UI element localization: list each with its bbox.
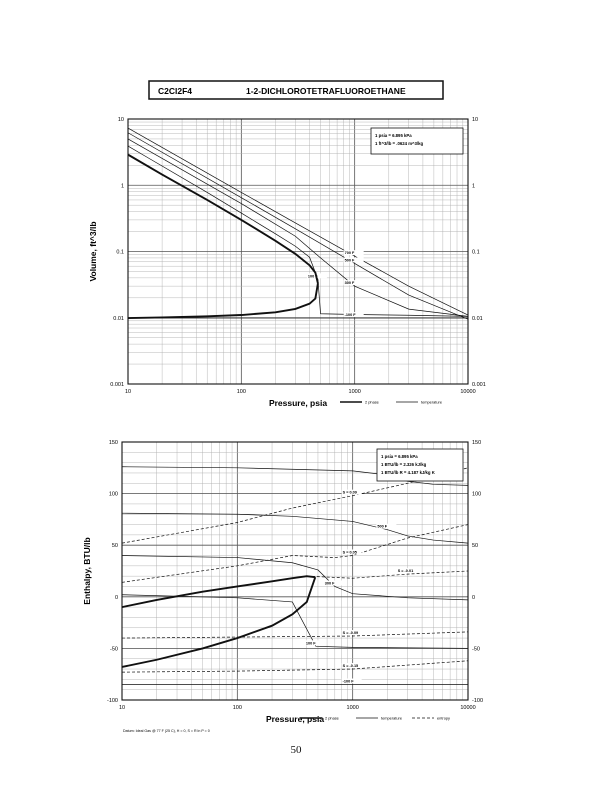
series-label: -100 F bbox=[343, 680, 355, 684]
y-tick-label-right: 0.01 bbox=[472, 316, 483, 322]
y-tick-label-left: -50 bbox=[110, 646, 118, 652]
units-note-line: 1 ft^3/lb = .0624 m^3/kg bbox=[375, 141, 424, 146]
x-axis-title: Pressure, psia bbox=[266, 714, 324, 724]
x-axis-title: Pressure, psia bbox=[269, 398, 327, 408]
series-label: 500 F bbox=[377, 525, 387, 529]
y-tick-label-right: 0.1 bbox=[472, 250, 480, 256]
y-tick-label-right: 50 bbox=[472, 543, 478, 549]
dome-vapor-line bbox=[127, 153, 319, 284]
y-tick-label-left: 1 bbox=[121, 183, 124, 189]
series-label: S = -0.09 bbox=[343, 631, 359, 635]
y-tick-label-left: 10 bbox=[118, 117, 124, 123]
x-tick-label: 10000 bbox=[460, 705, 475, 711]
entropy-line bbox=[306, 570, 469, 579]
plot-frame bbox=[127, 118, 469, 385]
units-note-line: 1 psia = 6.895 kPa bbox=[381, 454, 418, 459]
series-label: 300 F bbox=[345, 281, 355, 285]
y-tick-label-right: 10 bbox=[472, 117, 478, 123]
x-tick-label: 100 bbox=[237, 389, 246, 395]
y-tick-label-left: 0 bbox=[115, 595, 118, 601]
entropy-line bbox=[121, 524, 469, 583]
series-label: 100 F bbox=[306, 641, 316, 645]
series-label: S = -0.15 bbox=[343, 664, 359, 668]
units-note-line: 1 psia = 6.895 kPa bbox=[375, 133, 412, 138]
compound-formula: C2Cl2F4 bbox=[158, 86, 192, 96]
legend-label: temperature bbox=[421, 400, 442, 405]
series-label-bg bbox=[341, 630, 362, 636]
series-label-bg bbox=[341, 549, 362, 555]
compound-name: 1-2-DICHLOROTETRAFLUOROETHANE bbox=[246, 86, 406, 96]
title-box: C2Cl2F4 1-2-DICHLOROTETRAFLUOROETHANE bbox=[148, 80, 444, 100]
series-label-bg bbox=[343, 250, 364, 256]
units-note-line: 1 BTU/lb = 2.326 kJ/kg bbox=[381, 462, 427, 467]
entropy-line bbox=[121, 660, 469, 673]
legend-label: 2 phase bbox=[365, 400, 379, 405]
series-label-bg bbox=[323, 580, 344, 586]
y-tick-label-right: -50 bbox=[472, 646, 480, 652]
y-tick-label-left: 100 bbox=[109, 492, 118, 498]
x-tick-label: 1000 bbox=[347, 705, 359, 711]
entropy-line bbox=[121, 631, 469, 639]
y-tick-label-left: 0.01 bbox=[113, 316, 124, 322]
series-label-bg bbox=[376, 523, 397, 529]
units-note-line: 1 BTU/lb R = 4.187 kJ/kg K bbox=[381, 470, 436, 475]
dome-liquid-line bbox=[127, 283, 319, 319]
datum-footnote: Datum: Ideal Gas @ 77 F (25 C), H = 0, S… bbox=[123, 729, 210, 733]
series-label-bg bbox=[343, 257, 364, 263]
x-tick-label: 10000 bbox=[460, 389, 475, 395]
y-tick-label-right: 1 bbox=[472, 183, 475, 189]
isotherm-line bbox=[127, 145, 469, 317]
series-label-bg bbox=[343, 280, 364, 286]
x-tick-label: 1000 bbox=[349, 389, 361, 395]
series-label: -100 F bbox=[345, 313, 357, 317]
y-tick-label-right: 0 bbox=[472, 595, 475, 601]
series-label-bg bbox=[396, 568, 417, 574]
y-tick-label-right: -100 bbox=[472, 698, 483, 704]
y-tick-label-left: 0.1 bbox=[116, 250, 124, 256]
y-tick-label-left: 150 bbox=[109, 440, 118, 446]
isotherm-line bbox=[121, 555, 469, 601]
y-tick-label-left: 50 bbox=[112, 543, 118, 549]
y-tick-label-right: 100 bbox=[472, 492, 481, 498]
legend-label: 2 phase bbox=[325, 716, 339, 721]
series-label-bg bbox=[341, 663, 362, 669]
series-label: S = 0.09 bbox=[343, 491, 357, 495]
y-tick-label-right: 150 bbox=[472, 440, 481, 446]
y-axis-title: Enthalpy, BTU/lb bbox=[82, 537, 92, 604]
isotherm-line bbox=[121, 594, 469, 649]
series-label-bg bbox=[304, 640, 325, 646]
curves: 700 F 500 F 300 F 100 F -100 F bbox=[127, 127, 469, 320]
y-axis-title: Volume, ft^3/lb bbox=[88, 221, 98, 281]
series-label: 100 F bbox=[308, 274, 318, 278]
dome-vapor-line bbox=[121, 575, 316, 609]
x-tick-label: 10 bbox=[119, 705, 125, 711]
x-tick-label: 100 bbox=[233, 705, 242, 711]
isotherm-line bbox=[127, 138, 469, 317]
isotherm-line bbox=[121, 512, 469, 544]
series-label-bg bbox=[343, 312, 364, 318]
legend-label: entropy bbox=[437, 716, 450, 721]
units-note-box bbox=[370, 127, 464, 155]
series-label: S = 0.05 bbox=[343, 551, 357, 555]
series-label-bg bbox=[341, 489, 362, 495]
series-label-bg bbox=[341, 678, 362, 684]
y-tick-label-right: 0.001 bbox=[472, 382, 486, 388]
units-note-box bbox=[376, 448, 464, 482]
page-number: 50 bbox=[290, 744, 302, 756]
series-label: 500 F bbox=[345, 258, 355, 262]
isotherm-line bbox=[127, 132, 469, 320]
y-tick-label-left: 0.001 bbox=[110, 382, 124, 388]
legend-label: temperature bbox=[381, 716, 402, 721]
series-label: S = -0.01 bbox=[398, 569, 414, 573]
series-label: 300 F bbox=[325, 581, 335, 585]
isotherm-line bbox=[127, 127, 469, 316]
x-tick-label: 10 bbox=[125, 389, 131, 395]
y-tick-label-left: -100 bbox=[107, 698, 118, 704]
series-label: 700 F bbox=[345, 251, 355, 255]
dome-liquid-line bbox=[121, 576, 317, 668]
